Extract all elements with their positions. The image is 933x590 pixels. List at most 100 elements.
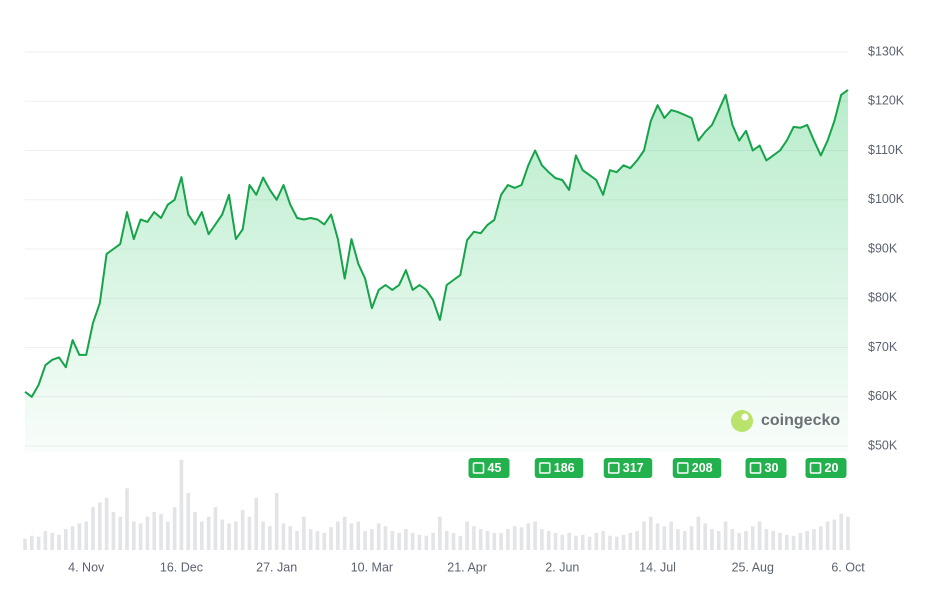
y-tick-label: $120K	[868, 94, 905, 108]
volume-bar	[397, 532, 401, 550]
news-badge: 30	[745, 458, 787, 478]
volume-bar	[308, 529, 313, 550]
volume-bar	[621, 534, 626, 550]
volume-bar	[478, 529, 483, 550]
volume-bar	[784, 534, 789, 550]
x-tick-label: 16. Dec	[160, 560, 203, 574]
volume-bar	[227, 523, 231, 550]
badge-count: 45	[488, 461, 502, 475]
volume-bar	[485, 531, 490, 550]
volume-bar	[84, 521, 89, 550]
volume-bar	[533, 521, 537, 550]
badge-icon	[472, 462, 485, 474]
volume-bar	[77, 523, 82, 550]
y-tick-label: $110K	[868, 143, 904, 157]
volume-bar	[846, 516, 850, 550]
volume-bar	[798, 532, 803, 550]
volume-bar	[98, 502, 102, 550]
badge-icon	[676, 462, 689, 474]
volume-bar	[322, 532, 327, 550]
volume-bar	[506, 529, 510, 550]
volume-bar	[349, 523, 354, 550]
logo	[731, 410, 753, 432]
volume-bar	[472, 526, 476, 550]
volume-bar	[342, 516, 347, 550]
volume-bar	[240, 510, 245, 550]
volume-bar	[451, 532, 456, 550]
volume-bar	[23, 538, 27, 550]
volume-bar	[540, 529, 544, 550]
x-tick-label: 21. Apr	[447, 560, 487, 574]
x-tick-label: 27. Jan	[256, 560, 297, 574]
volume-bar	[104, 497, 109, 550]
price-line	[24, 89, 849, 398]
volume-bar	[64, 529, 68, 550]
volume-bar	[302, 516, 306, 550]
volume-bar	[417, 534, 422, 550]
volume-bar	[390, 531, 395, 550]
volume-bar	[159, 513, 163, 550]
volume-bar	[737, 532, 741, 550]
volume-bar	[580, 534, 585, 550]
y-tick-label: $70K	[868, 340, 898, 354]
x-tick-label: 10. Mar	[351, 560, 393, 574]
y-tick-label: $80K	[868, 291, 898, 305]
volume-bar	[696, 516, 701, 550]
volume-bar	[186, 493, 191, 550]
badge-count: 30	[765, 461, 779, 475]
y-tick-label: $130K	[868, 44, 905, 58]
volume-bar	[465, 521, 469, 550]
news-badge: 20	[805, 458, 847, 478]
volume-bar	[662, 526, 667, 550]
volume-bar	[642, 521, 646, 550]
volume-bar	[166, 521, 170, 550]
volume-bar	[431, 532, 435, 550]
volume-bar	[206, 516, 211, 550]
volume-bar	[519, 527, 524, 550]
volume-bar	[438, 516, 442, 550]
volume-bar	[458, 535, 463, 550]
volume-bar	[682, 531, 687, 550]
volume-bar	[614, 536, 619, 550]
volume-bar	[376, 523, 381, 550]
volume-bar	[628, 532, 633, 550]
volume-bar	[213, 507, 218, 550]
logo-eye	[741, 413, 749, 421]
y-tick-label: $100K	[868, 192, 905, 206]
volume-bar	[526, 523, 531, 550]
volume-bar	[43, 531, 48, 550]
news-badge: 317	[603, 458, 653, 478]
volume-bar	[669, 521, 673, 550]
volume-bar	[193, 512, 197, 550]
badge-count: 317	[623, 461, 644, 475]
volume-bar	[329, 527, 333, 550]
volume-bar	[50, 532, 55, 550]
volume-bar	[791, 535, 796, 550]
volume-bar	[574, 535, 578, 550]
volume-bar	[145, 516, 150, 550]
badge-count: 186	[554, 461, 575, 475]
volume-bar	[138, 523, 143, 550]
volume-bar	[723, 521, 728, 550]
volume-bar	[546, 531, 551, 550]
volume-bar	[635, 531, 639, 550]
news-badge: 208	[672, 458, 722, 478]
volume-bar	[424, 535, 429, 550]
volume-bar	[832, 519, 837, 550]
volume-bar	[356, 521, 361, 550]
area	[25, 89, 848, 453]
volume-bar	[383, 526, 388, 550]
volume-bar	[805, 531, 809, 550]
volume-bar	[567, 532, 571, 550]
volume-bar	[200, 521, 204, 550]
volume-bar	[336, 521, 340, 550]
volume-bar	[404, 529, 408, 550]
volume-bar	[778, 532, 782, 550]
volume-bar	[410, 532, 415, 550]
volume-bar	[370, 529, 374, 550]
volume-bar	[220, 519, 225, 550]
x-tick-label: 4. Nov	[68, 560, 105, 574]
news-badge: 186	[534, 458, 584, 478]
y-tick-label: $60K	[868, 389, 898, 403]
volume-bar	[91, 507, 95, 550]
